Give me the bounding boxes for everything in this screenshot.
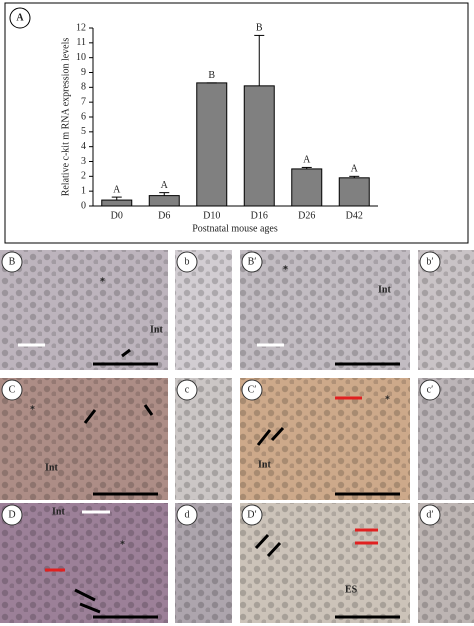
annotation: Int [378,284,391,295]
panel-label: b′ [426,256,433,267]
micrograph-texture [240,378,410,500]
panel-label: B [9,256,16,267]
panel-badge [241,504,263,526]
panel-badge [176,504,198,526]
significance-letter: A [303,155,311,166]
annotation: Int [150,324,163,335]
bar [148,195,180,207]
annotation: Int [52,506,65,517]
y-tick-label: 11 [76,37,86,48]
panel-label: b [185,256,190,267]
annotation: * [120,539,125,550]
y-tick-label: 1 [81,185,86,196]
annotation: * [30,404,35,415]
annotation: Int [45,462,58,473]
panel-badge [419,379,441,401]
panel-label: c [185,384,190,395]
panel-label: C [9,384,16,395]
x-tick-label: D16 [251,210,268,221]
significance-letter: A [113,184,121,195]
panel-label: d [185,509,190,520]
y-tick-label: 3 [81,156,86,167]
x-tick-label: D26 [298,210,315,221]
x-tick-label: D0 [111,210,123,221]
annotation: ES [345,584,358,595]
panel-label: D′ [247,509,256,520]
arrow [79,602,101,614]
bar [196,82,228,207]
panel-label: D [8,509,15,520]
arrow [266,541,282,558]
panel-badge [241,379,263,401]
arrow [270,426,285,442]
annotation: * [100,276,105,287]
panel-badge [1,504,23,526]
y-tick-label: 5 [81,126,86,137]
x-tick-label: D42 [346,210,363,221]
y-tick-label: 0 [81,200,86,211]
panel-label: d′ [426,509,433,520]
x-tick-label: D10 [203,210,220,221]
micrographs: B * Int b B′ * Int b′ C * Int c C′ * Int c′ D Int * d D′ ES d′ [0,250,474,623]
arrow [254,533,270,550]
panel-a-label: A [16,12,24,23]
y-tick-label: 6 [81,111,86,122]
micrograph-texture [240,503,410,623]
panel-badge [419,251,441,273]
panel-badge [419,504,441,526]
panel-badge [241,251,263,273]
arrow [121,348,131,358]
micrograph-texture [0,378,168,500]
y-tick-label: 8 [81,82,86,93]
arrow [83,409,97,424]
bar [338,177,370,207]
y-axis-label: Relative c-kit m RNA expression levels [60,38,71,197]
bar [101,199,133,207]
y-tick-label: 12 [76,22,86,33]
panel-badge [176,251,198,273]
x-axis-label: Postnatal mouse ages [192,223,278,234]
panel-a-badge [9,7,31,29]
panel-label: B′ [248,256,257,267]
panel-badge [176,379,198,401]
y-tick-label: 4 [81,141,86,152]
annotation: * [283,264,288,275]
y-tick-label: 7 [81,96,86,107]
bar [243,85,275,207]
arrow [143,404,154,416]
annotation: * [385,394,390,405]
arrow [74,588,96,602]
panel-badge [1,251,23,273]
panel-a-frame [4,2,469,244]
annotation: Int [258,459,271,470]
y-tick-label: 9 [81,67,86,78]
micrograph-texture [0,250,168,370]
significance-letter: B [208,70,215,81]
x-tick-label: D6 [158,210,170,221]
significance-letter: B [256,23,263,34]
panel-label: C′ [248,384,257,395]
panel-label: c′ [427,384,434,395]
y-tick-label: 10 [76,52,86,63]
bar [291,168,323,207]
micrograph-texture [0,503,168,623]
significance-letter: A [161,180,169,191]
significance-letter: A [351,164,359,175]
y-tick-label: 2 [81,171,86,182]
micrograph-texture [240,250,410,370]
arrow [256,429,272,446]
panel-badge [1,379,23,401]
